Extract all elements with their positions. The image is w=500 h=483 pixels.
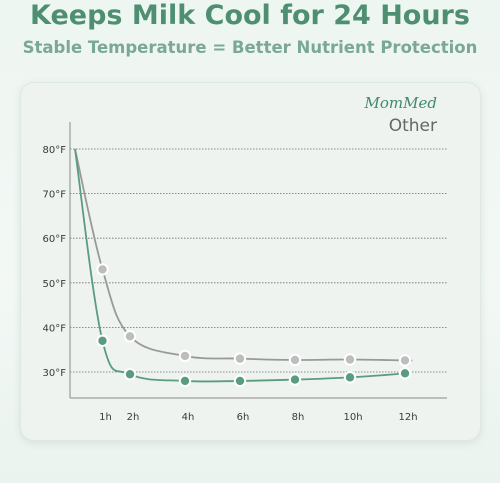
legend-other: Other [389, 116, 437, 136]
data-point-other [233, 352, 247, 365]
data-point-mommed [398, 367, 412, 380]
y-tick-label: 30°F [43, 368, 67, 379]
y-tick-label: 70°F [43, 190, 67, 201]
page-title: Keeps Milk Cool for 24 Hours [30, 0, 470, 31]
y-tick-label: 80°F [43, 145, 67, 156]
data-point-mommed [96, 334, 109, 347]
y-axis-ticks: 80°F 70°F 60°F 50°F 40°F 30°F [43, 145, 67, 379]
data-point-other [178, 349, 192, 363]
y-tick-label: 60°F [43, 234, 67, 245]
series-lines [74, 148, 413, 383]
y-tick-label: 50°F [43, 279, 67, 290]
chart-legend: MomMed Other [364, 94, 437, 136]
series-line-mommed [74, 148, 411, 383]
chart-axes [69, 122, 447, 399]
data-point-mommed [233, 374, 247, 388]
data-point-mommed [343, 371, 357, 384]
data-point-mommed [123, 368, 137, 381]
data-point-other [343, 353, 357, 366]
y-tick-label: 40°F [43, 323, 67, 334]
x-tick-label: 10h [343, 412, 362, 423]
data-point-other [398, 354, 412, 367]
data-point-other [96, 263, 109, 276]
data-point-mommed [178, 374, 192, 388]
x-axis-ticks: 1h 2h 4h 6h 8h 10h 12h [99, 412, 417, 423]
x-tick-label: 6h [237, 412, 250, 423]
x-tick-label: 1h [99, 412, 112, 423]
data-point-other [288, 353, 302, 367]
page-subtitle: Stable Temperature = Better Nutrient Pro… [22, 38, 478, 57]
series-line-other [74, 148, 413, 362]
x-tick-label: 4h [182, 412, 195, 423]
x-tick-label: 8h [292, 412, 305, 423]
data-point-mommed [288, 373, 302, 386]
legend-mommed: MomMed [364, 94, 437, 112]
x-tick-label: 2h [127, 412, 140, 423]
series-points [96, 263, 412, 388]
x-tick-label: 12h [398, 412, 417, 423]
data-point-other [123, 330, 137, 343]
